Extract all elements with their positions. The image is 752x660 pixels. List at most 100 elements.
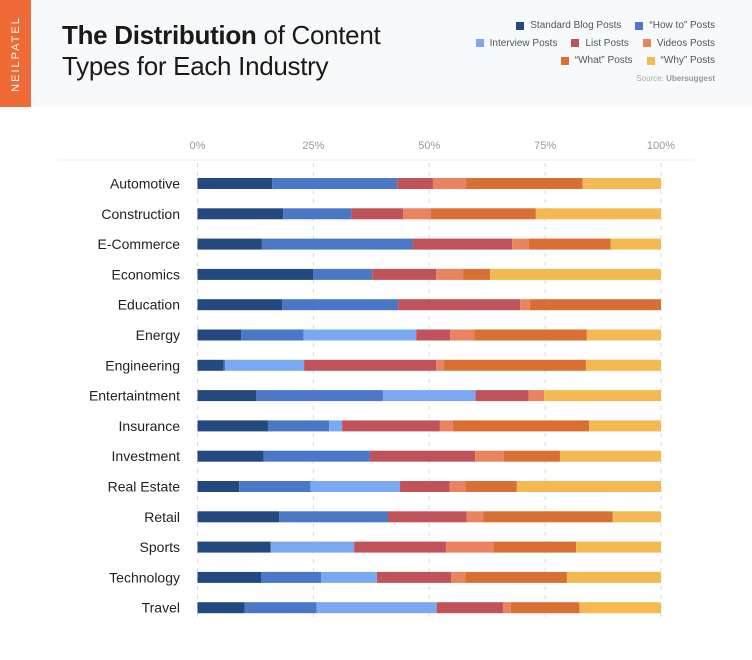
bar-segment: [451, 571, 466, 583]
legend: Standard Blog Posts “How to” Posts Interv…: [375, 17, 715, 83]
category-label: Insurance: [119, 418, 181, 434]
bar-segment: [310, 481, 401, 492]
bar-segment: [579, 602, 661, 614]
bar-segment: [282, 299, 399, 311]
stacked-bar-chart: 0% 25% 50% 75% 100% Automotive Construction E-C…: [58, 140, 695, 620]
bar-segment: [260, 571, 322, 583]
bar-segment: [436, 268, 464, 280]
bar-segment: [197, 208, 284, 220]
category-label: Retail: [144, 509, 180, 525]
bar-segment: [197, 481, 240, 492]
bar-segment: [439, 420, 453, 432]
bar-segment: [512, 238, 529, 250]
bar-segment: [466, 511, 484, 523]
bar-segment: [416, 329, 451, 341]
bar-segment: [197, 178, 273, 189]
bar-segment: [397, 178, 433, 189]
bar-segment: [535, 208, 661, 220]
bar-segment: [398, 299, 521, 311]
bar-segment: [197, 268, 314, 280]
bar-segment: [197, 359, 224, 371]
bar-segment: [261, 238, 413, 250]
bar-segment: [376, 571, 452, 583]
bar-segment: [430, 208, 536, 220]
source-name: Ubersuggest: [666, 73, 715, 83]
bar-segment: [197, 420, 268, 432]
bar-segment: [463, 268, 490, 280]
legend-label: “Why” Posts: [660, 55, 715, 67]
category-label: Entertaintment: [89, 388, 180, 404]
bar-segment: [197, 541, 271, 553]
bar-segment: [475, 390, 529, 402]
bar-segment: [452, 420, 590, 432]
bar-segment: [576, 541, 661, 553]
bar-segment: [516, 481, 661, 492]
title-bold: The Distribution: [62, 20, 257, 50]
bar-segment: [351, 208, 404, 220]
bar-segment: [313, 268, 373, 280]
category-label: Sports: [140, 539, 180, 555]
legend-swatch: [642, 39, 651, 48]
bar-segment: [585, 359, 661, 371]
legend-swatch: [560, 56, 569, 65]
x-tick-label: 75%: [534, 140, 556, 152]
bar-segment: [520, 299, 530, 311]
bar-segment: [444, 359, 586, 371]
bar-segment: [582, 178, 661, 189]
legend-label: Videos Posts: [656, 37, 715, 49]
bar-segment: [225, 359, 305, 371]
bar-segment: [610, 238, 661, 250]
bar-segment: [510, 602, 580, 614]
legend-item: Interview Posts: [475, 37, 558, 49]
bar-segment: [449, 481, 466, 492]
bar-segment: [270, 541, 355, 553]
source-note: Source: Ubersuggest: [375, 74, 715, 83]
legend-item: “Why” Posts: [646, 55, 715, 67]
x-tick-label: 25%: [302, 140, 324, 152]
bar-segment: [465, 481, 517, 492]
bar-segment: [267, 420, 330, 432]
category-label: Investment: [112, 448, 181, 464]
bar-segment: [400, 481, 450, 492]
bar-segment: [544, 390, 661, 402]
x-tick-label: 0%: [190, 140, 206, 152]
bar-segment: [529, 299, 661, 311]
category-label: Real Estate: [108, 479, 181, 495]
bar-segment: [304, 359, 437, 371]
x-tick-label: 50%: [418, 140, 440, 152]
bar-segment: [382, 390, 476, 402]
bar-segment: [197, 329, 242, 341]
legend-label: List Posts: [585, 37, 629, 49]
legend-item: “What” Posts: [560, 55, 633, 66]
x-tick-label: 100%: [647, 140, 675, 152]
source-label: Source:: [636, 73, 664, 83]
bar-segment: [445, 541, 494, 553]
bar-segment: [283, 208, 352, 220]
legend-swatch: [646, 56, 655, 65]
bar-segment: [387, 511, 467, 523]
bar-segment: [493, 541, 577, 553]
bar-segment: [197, 390, 257, 402]
bar-segment: [475, 450, 504, 462]
bar-segment: [528, 390, 545, 402]
bar-segment: [465, 571, 567, 583]
legend-label: Interview Posts: [489, 37, 558, 49]
bar-segment: [303, 329, 417, 341]
bar-segment: [256, 390, 383, 402]
category-label: Economics: [112, 266, 180, 282]
bar-segment: [197, 511, 280, 523]
brand-logo: NEILPATEL: [0, 0, 31, 107]
legend-item: Videos Posts: [642, 37, 715, 49]
brand-text: NEILPATEL: [9, 15, 22, 92]
bar-segment: [474, 329, 587, 341]
category-label: Education: [118, 297, 180, 313]
category-label: Automotive: [110, 176, 180, 192]
bar-segment: [372, 268, 437, 280]
category-label: Technology: [109, 569, 180, 585]
bar-segment: [272, 178, 398, 189]
bar-segment: [321, 571, 377, 583]
bar-segment: [197, 238, 262, 250]
bar-segment: [436, 602, 503, 614]
bar-segment: [403, 208, 431, 220]
bar-segment: [503, 450, 560, 462]
